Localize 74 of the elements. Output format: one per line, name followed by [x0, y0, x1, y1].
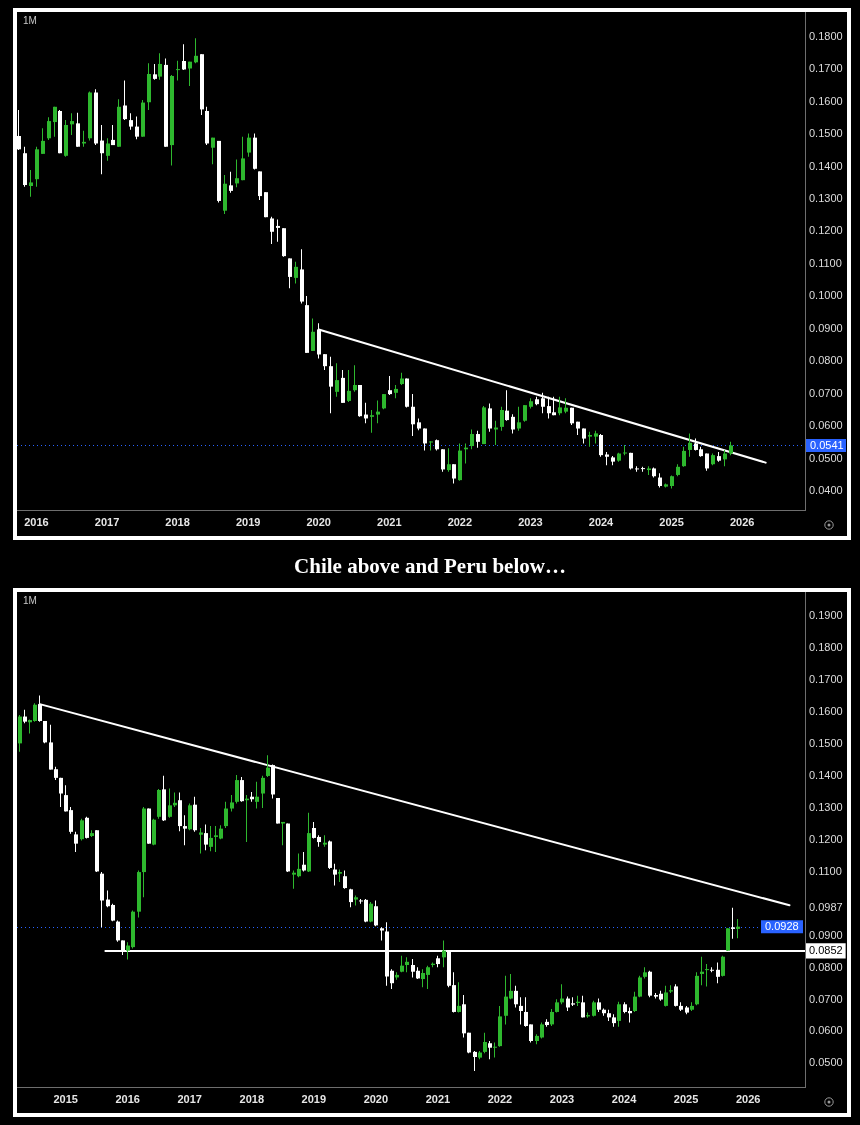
x-tick-label: 2026 — [729, 515, 755, 528]
chart-subtitle: 1M — [23, 595, 37, 607]
x-tick-label: 2016 — [24, 515, 49, 528]
ref-line-label: 0.0541 — [810, 438, 844, 451]
candlestick — [664, 483, 668, 488]
y-tick-label: 0.1300 — [809, 800, 843, 813]
candlestick — [605, 451, 609, 466]
y-tick-label: 0.1900 — [809, 609, 843, 622]
candlestick — [183, 815, 187, 846]
y-tick-label: 0.1100 — [809, 864, 842, 877]
x-tick-label: 2020 — [306, 515, 331, 528]
x-tick-label: 2017 — [94, 515, 120, 528]
y-tick-label: 0.1400 — [809, 768, 843, 781]
y-tick-label: 0.0700 — [809, 386, 843, 399]
y-tick-label: 0.0900 — [809, 928, 843, 941]
y-tick-label: 0.0852 — [809, 943, 843, 956]
x-tick-label: 2024 — [588, 515, 615, 528]
y-tick-label: 0.1700 — [809, 673, 843, 686]
x-tick-label: 2015 — [53, 1092, 78, 1105]
x-tick-label: 2021 — [425, 1092, 451, 1105]
y-tick-label: 0.0987 — [809, 900, 843, 913]
candlestick — [731, 907, 735, 939]
x-tick-label: 2022 — [447, 515, 473, 528]
x-tick-label: 2017 — [177, 1092, 202, 1105]
y-tick-label: 0.1100 — [809, 256, 842, 269]
x-tick-label: 2019 — [301, 1092, 327, 1105]
text: Chile above and Peru below… — [293, 553, 567, 580]
candlestick — [338, 869, 342, 882]
y-tick-label: 0.1500 — [809, 737, 843, 750]
candlestick — [669, 985, 673, 994]
x-tick-label: 2020 — [363, 1092, 389, 1105]
ref-line-label: 0.0928 — [765, 920, 799, 933]
y-tick-label: 0.1800 — [809, 29, 843, 42]
candlestick — [647, 466, 651, 475]
candlestick — [588, 431, 592, 447]
candlestick — [370, 410, 374, 433]
x-tick-label: 2024 — [611, 1092, 638, 1105]
candlestick — [685, 1005, 689, 1015]
y-tick-label: 0.0800 — [809, 354, 843, 367]
y-tick-label: 0.0900 — [809, 321, 843, 334]
y-tick-label: 0.0800 — [809, 960, 843, 973]
candlestick — [199, 828, 203, 854]
x-tick-label: 2023 — [549, 1092, 575, 1105]
y-tick-label: 0.0500 — [809, 1056, 843, 1069]
chart-subtitle: 1M — [23, 15, 37, 27]
x-tick-label: 2026 — [735, 1092, 761, 1105]
candlestick — [354, 895, 358, 906]
y-tick-label: 0.1300 — [809, 192, 843, 205]
y-tick-label: 0.1700 — [809, 62, 843, 75]
y-tick-label: 0.1600 — [809, 705, 843, 718]
x-tick-label: 2023 — [518, 515, 543, 528]
y-tick-label: 0.0600 — [809, 419, 843, 432]
candlestick — [281, 821, 285, 846]
candlestick — [594, 430, 598, 444]
y-tick-label: 0.1800 — [809, 641, 843, 654]
y-tick-label: 0.0500 — [809, 451, 843, 464]
y-tick-label: 0.1500 — [809, 127, 843, 140]
x-tick-label: 2018 — [165, 515, 190, 528]
y-tick-label: 0.1000 — [809, 289, 843, 302]
x-tick-label: 2018 — [239, 1092, 265, 1105]
x-tick-label: 2025 — [673, 1092, 699, 1105]
x-tick-label: 2021 — [377, 515, 402, 528]
y-tick-label: 0.1200 — [809, 224, 843, 237]
candlestick — [380, 927, 384, 941]
x-tick-label: 2019 — [235, 515, 261, 528]
y-tick-label: 0.1400 — [809, 159, 843, 172]
y-tick-label: 0.0700 — [809, 992, 843, 1005]
x-tick-label: 2025 — [659, 515, 684, 528]
y-tick-label: 0.1600 — [809, 94, 843, 107]
x-tick-label: 2016 — [115, 1092, 140, 1105]
y-tick-label: 0.1200 — [809, 832, 843, 845]
y-tick-label: 0.0400 — [809, 484, 843, 497]
x-tick-label: 2022 — [487, 1092, 513, 1105]
y-tick-label: 0.0600 — [809, 1024, 843, 1037]
